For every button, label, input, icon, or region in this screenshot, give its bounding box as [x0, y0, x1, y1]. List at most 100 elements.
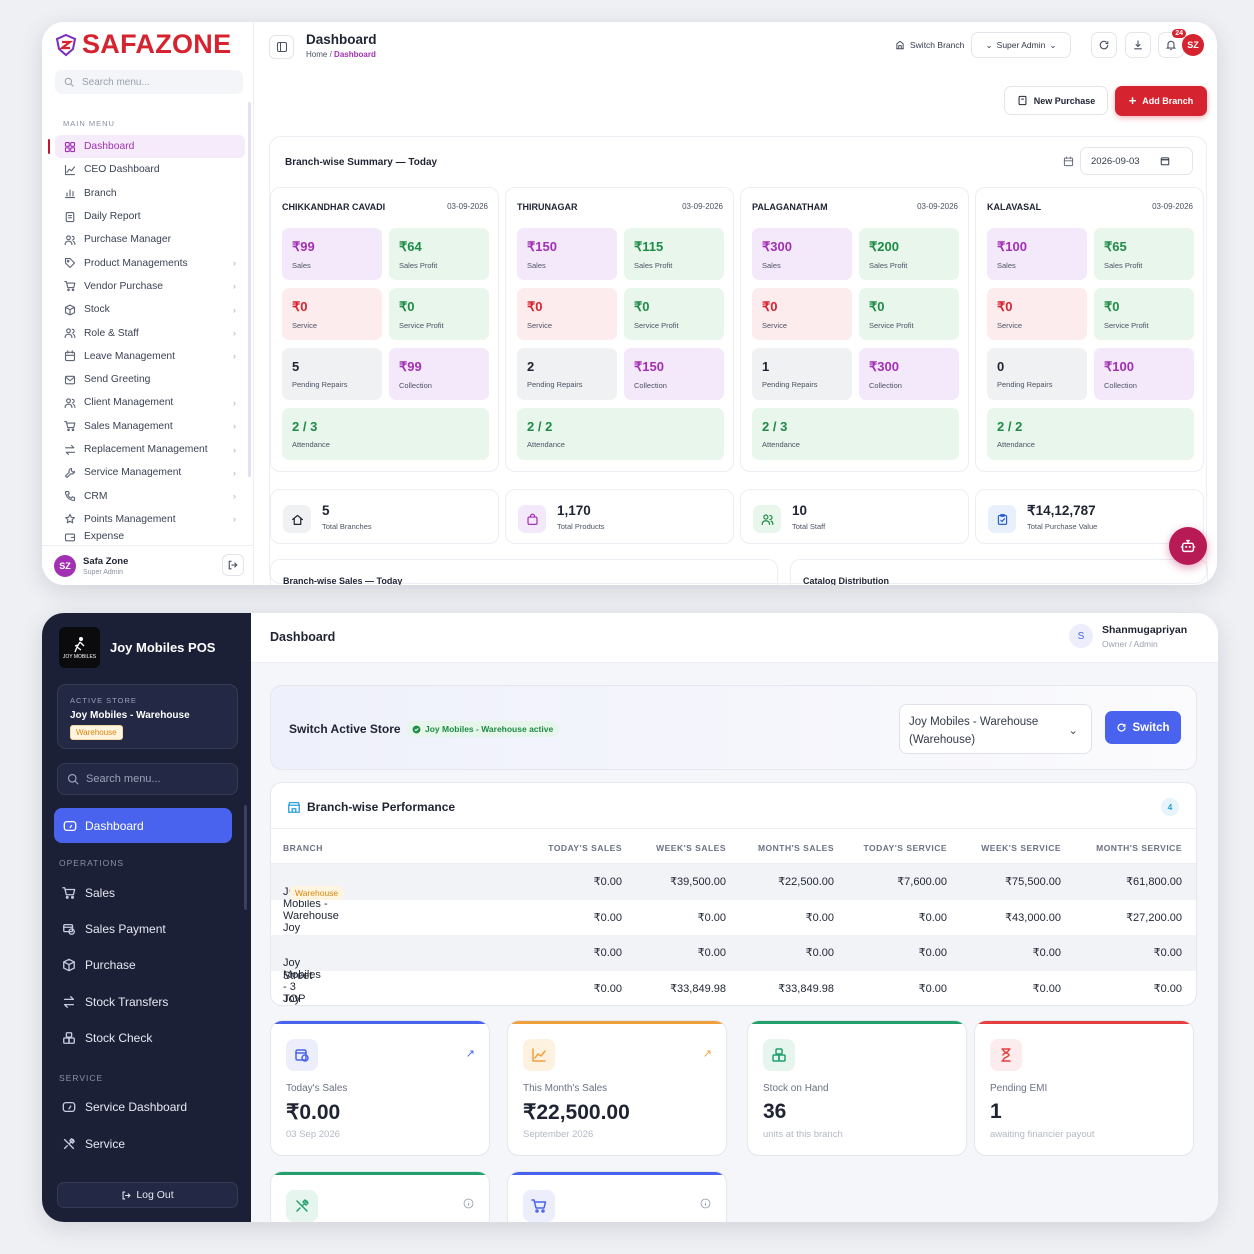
shield-logo-icon [55, 33, 77, 56]
table-row[interactable]: Joy Mobiles - WarehouseWarehouse₹0.00₹39… [271, 864, 1196, 922]
info-icon[interactable] [700, 1198, 711, 1209]
add-branch-button[interactable]: + Add Branch [1115, 86, 1207, 116]
line-chart-icon [64, 164, 76, 176]
sidebar-item-product-managements[interactable]: Product Managements › [55, 251, 245, 274]
logout-icon [228, 560, 238, 570]
amount-cell: ₹0.00 [1153, 982, 1182, 995]
sidebar-item-sales-payment[interactable]: Sales Payment [62, 922, 166, 936]
assistant-bot-button[interactable] [1169, 527, 1207, 565]
performance-title: Branch-wise Performance [307, 800, 456, 814]
stat-card: ₹14,12,787 Total Purchase Value [975, 489, 1204, 544]
search-input[interactable]: Search menu... [57, 763, 238, 795]
sidebar-scrollbar[interactable] [248, 102, 251, 477]
user-role: Owner / Admin [1102, 639, 1158, 649]
sidebar-item-service[interactable]: Service [62, 1137, 125, 1151]
sidebar-item-ceo-dashboard[interactable]: CEO Dashboard [55, 158, 245, 181]
sidebar-item-role-staff[interactable]: Role & Staff › [55, 321, 245, 344]
sidebar-item-purchase-manager[interactable]: Purchase Manager [55, 228, 245, 251]
calendar-picker-icon[interactable] [1160, 156, 1170, 166]
search-input[interactable]: Search menu... [55, 70, 243, 94]
metric-value: ₹0 [869, 299, 885, 314]
notifications-button[interactable]: 24 [1158, 29, 1186, 58]
metric-label: Service [292, 321, 318, 330]
store-select[interactable]: Joy Mobiles - Warehouse (Warehouse) ⌄ [899, 704, 1092, 754]
amount-cell: ₹7,600.00 [897, 876, 947, 888]
new-purchase-button[interactable]: New Purchase [1004, 86, 1108, 115]
kpi-value: 36 [763, 1100, 787, 1123]
calendar-icon [64, 350, 76, 362]
sidebar-item-vendor-purchase[interactable]: Vendor Purchase › [55, 275, 245, 298]
kpi-card: Pending EMI 1 awaiting financier payout [974, 1020, 1194, 1156]
branch-name: PALAGANATHAM [752, 202, 828, 212]
switch-store-panel: Switch Active Store Joy Mobiles - Wareho… [270, 685, 1197, 770]
column-header[interactable]: TODAY'S SALES [548, 843, 622, 853]
cart-icon [523, 1190, 555, 1222]
sidebar-item-dashboard[interactable]: Dashboard [54, 808, 232, 843]
sidebar-item-client-management[interactable]: Client Management › [55, 391, 245, 414]
avatar[interactable]: SZ [54, 554, 76, 577]
sidebar-item-points-management[interactable]: Points Management › [55, 508, 245, 531]
metric-label: Service Profit [1104, 321, 1149, 330]
accent-bar [508, 1172, 726, 1175]
sidebar-item-stock[interactable]: Stock › [55, 298, 245, 321]
tools-icon [286, 1190, 318, 1222]
sidebar-item-replacement-management[interactable]: Replacement Management › [55, 438, 245, 461]
sidebar-item-service-dashboard[interactable]: Service Dashboard [62, 1100, 187, 1114]
date-field[interactable]: 2026-09-03 [1080, 147, 1193, 175]
sidebar-scrollbar[interactable] [244, 805, 247, 910]
metric-label: Service [762, 321, 788, 330]
collapse-sidebar-button[interactable] [269, 35, 294, 59]
switch-button[interactable]: Switch [1105, 711, 1181, 744]
sidebar-item-dashboard[interactable]: Dashboard [48, 135, 245, 159]
wrench-icon [64, 467, 76, 478]
metric-value: ₹0 [292, 299, 308, 314]
sidebar-item-sales-management[interactable]: Sales Management › [55, 415, 245, 438]
search-icon [64, 77, 74, 87]
sidebar-item-leave-management[interactable]: Leave Management › [55, 345, 245, 368]
role-select[interactable]: ⌄ Super Admin ⌄ [971, 32, 1071, 58]
sidebar-item-stock-transfers[interactable]: Stock Transfers [62, 995, 168, 1009]
metric-label: Attendance [762, 440, 800, 449]
column-header[interactable]: MONTH'S SALES [757, 843, 834, 853]
new-purchase-label: New Purchase [1033, 95, 1096, 106]
table-row[interactable]: Joy Mobiles - 2 Glasskara Street₹0.00₹0.… [271, 900, 1196, 982]
sidebar-item-sales[interactable]: Sales [62, 886, 115, 900]
sidebar-item-purchase[interactable]: Purchase [62, 958, 136, 972]
column-header[interactable]: TODAY'S SERVICE [863, 843, 947, 853]
trend-arrow-icon[interactable]: ↗ [465, 1048, 475, 1060]
logout-button[interactable]: Log Out [57, 1182, 238, 1208]
metric-label: Pending Repairs [997, 380, 1053, 389]
avatar[interactable]: S [1069, 624, 1093, 648]
column-header[interactable]: WEEK'S SALES [656, 843, 726, 853]
logout-button[interactable] [222, 554, 244, 576]
sidebar-item-send-greeting[interactable]: Send Greeting [55, 368, 245, 391]
column-header[interactable]: WEEK'S SERVICE [981, 843, 1061, 853]
refresh-button[interactable] [1091, 32, 1117, 58]
switch-branch-button[interactable]: Switch Branch [895, 40, 964, 50]
trend-arrow-icon[interactable]: ↗ [702, 1048, 712, 1060]
users-icon [64, 398, 76, 408]
avatar[interactable]: SZ [1182, 34, 1204, 56]
table-row[interactable]: Joy Mobiles - 3 TOP ₹0.00 ₹0.00 ₹0.00 ₹0.00 ₹… [271, 935, 1196, 1005]
sidebar-item-branch[interactable]: Branch [55, 182, 245, 205]
metric-tile-pending-repairs: 5 Pending Repairs [282, 348, 382, 400]
column-header[interactable]: MONTH'S SERVICE [1096, 843, 1182, 853]
breadcrumb-home[interactable]: Home [306, 50, 328, 59]
sidebar-item-stock-check[interactable]: Stock Check [62, 1031, 152, 1045]
logo-text: SAFAZONE [82, 29, 232, 59]
download-button[interactable] [1125, 32, 1151, 58]
sidebar-item-daily-report[interactable]: Daily Report [55, 205, 245, 228]
column-header[interactable]: BRANCH [283, 843, 323, 853]
branch-date: 03-09-2026 [1152, 202, 1193, 211]
search-placeholder: Search menu... [86, 773, 161, 785]
sidebar-item-crm[interactable]: CRM › [55, 484, 245, 507]
sidebar-item-expense[interactable]: Expense [55, 531, 245, 543]
stat-label: Total Purchase Value [1027, 522, 1098, 531]
catalog-distribution-title: Catalog Distribution [803, 576, 889, 585]
sidebar-item-service-management[interactable]: Service Management › [55, 461, 245, 484]
cart-icon [62, 887, 76, 899]
table-row[interactable]: Joy Mobiles -1 Pandi bazaar ₹0.00 ₹33,849.… [271, 971, 1196, 1006]
topbar: Dashboard S Shanmugapriyan Owner / Admin [251, 613, 1218, 663]
info-icon[interactable] [463, 1198, 474, 1209]
metric-tile-collection: ₹99 Collection [389, 348, 489, 400]
